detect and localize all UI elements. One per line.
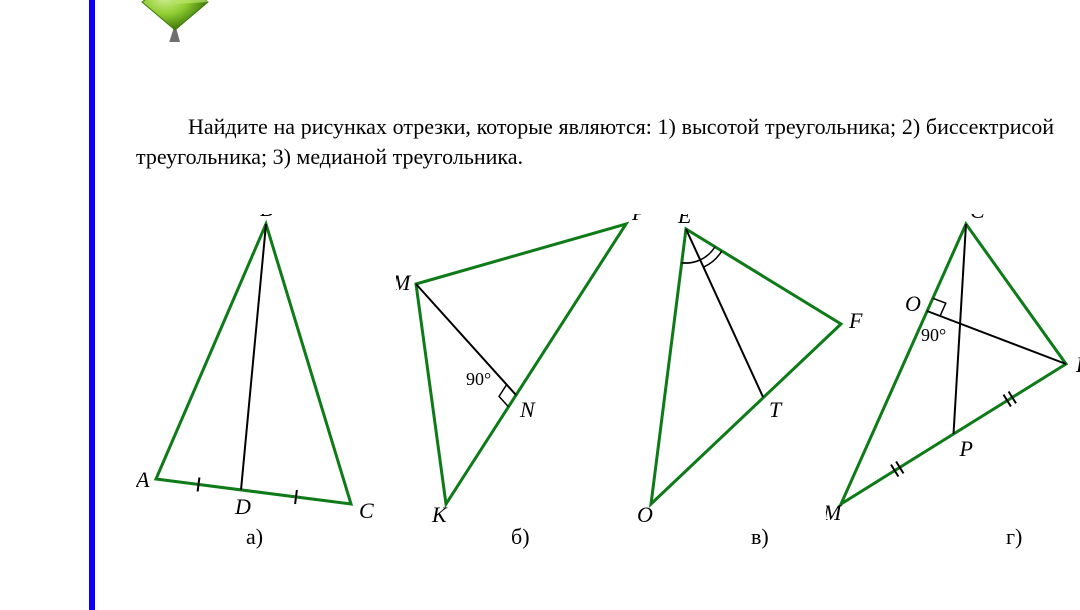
figures-row: ABCD а) 90°MPKN б) EFOT в) 90°CKMPO г) (136, 214, 1066, 544)
svg-text:90°: 90° (921, 325, 946, 345)
figure-b-caption: б) (511, 524, 530, 550)
figure-v-caption: в) (751, 524, 769, 550)
svg-text:C: C (359, 498, 374, 523)
svg-text:K: K (1075, 352, 1080, 377)
page-root: Найдите на рисунках отрезки, которые явл… (0, 0, 1080, 610)
svg-text:A: A (136, 467, 150, 492)
figure-a: A B C D а) (136, 214, 376, 554)
svg-text:M: M (826, 500, 843, 525)
figure-g-svg: 90° C K M P O (826, 214, 1080, 554)
figure-g: 90° C K M P O г) (826, 214, 1080, 554)
svg-text:D: D (234, 494, 251, 519)
svg-text:M: M (396, 270, 412, 295)
figure-g-caption: г) (1006, 524, 1022, 550)
problem-text: Найдите на рисунках отрезки, которые явл… (136, 112, 1054, 172)
svg-text:O: O (637, 502, 653, 527)
figure-b: 90°MPKN б) (396, 214, 656, 554)
svg-text:T: T (769, 397, 783, 422)
svg-text:K: K (431, 502, 448, 527)
pin-icon (130, 0, 220, 42)
svg-text:N: N (519, 397, 536, 422)
svg-text:B: B (260, 214, 273, 221)
svg-text:90°: 90° (466, 369, 491, 389)
vertical-rule (89, 0, 95, 610)
svg-text:P: P (959, 436, 973, 461)
problem-body: Найдите на рисунках отрезки, которые явл… (136, 114, 1054, 169)
figure-a-caption: а) (246, 524, 263, 550)
svg-text:E: E (677, 214, 692, 228)
svg-text:O: O (905, 291, 921, 316)
figure-a-svg: A B C D (136, 214, 376, 554)
svg-text:C: C (970, 214, 985, 223)
figure-b-svg: 90°MPKN (396, 214, 656, 554)
